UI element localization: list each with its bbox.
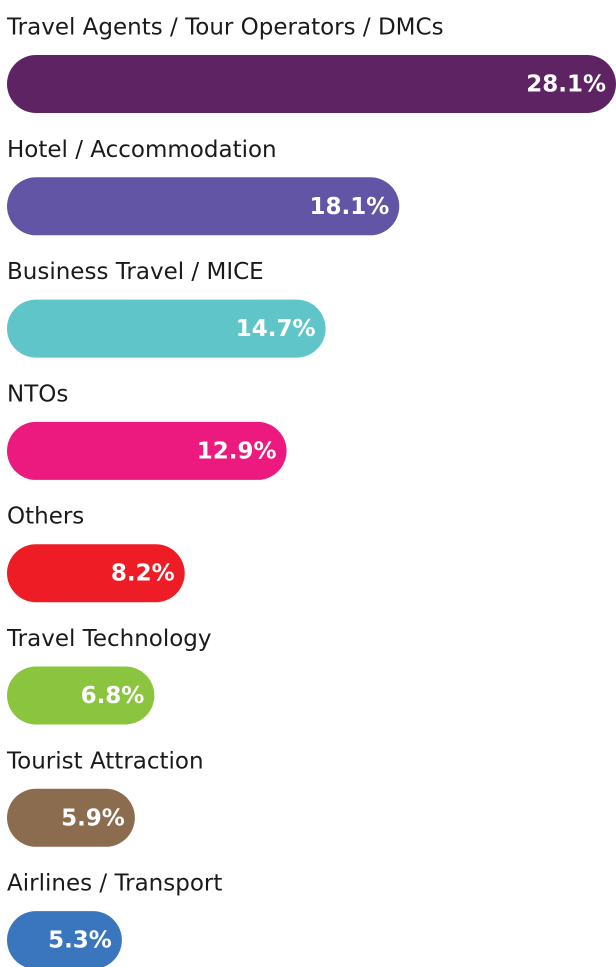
category-label: Hotel / Accommodation: [7, 137, 277, 163]
value-label: 12.9%: [197, 438, 277, 464]
category-label: NTOs: [7, 381, 68, 407]
value-label: 18.1%: [309, 194, 389, 220]
category-label: Others: [7, 504, 84, 530]
bar: [7, 55, 616, 113]
value-label: 6.8%: [81, 683, 145, 709]
value-label: 5.3%: [48, 928, 112, 954]
value-label: 5.9%: [61, 805, 125, 831]
bar: [7, 911, 122, 967]
value-label: 8.2%: [111, 561, 175, 587]
category-label: Travel Agents / Tour Operators / DMCs: [6, 15, 444, 41]
category-label: Tourist Attraction: [6, 748, 204, 774]
value-label: 28.1%: [526, 72, 606, 98]
category-label: Travel Technology: [6, 626, 212, 652]
bar: [7, 666, 155, 725]
bar: [7, 421, 287, 480]
category-label: Airlines / Transport: [7, 871, 222, 897]
bar: [7, 299, 326, 358]
bar: [7, 788, 135, 847]
value-label: 14.7%: [236, 316, 316, 342]
bar: [7, 177, 400, 236]
bar: [7, 544, 185, 603]
category-label: Business Travel / MICE: [7, 259, 264, 285]
